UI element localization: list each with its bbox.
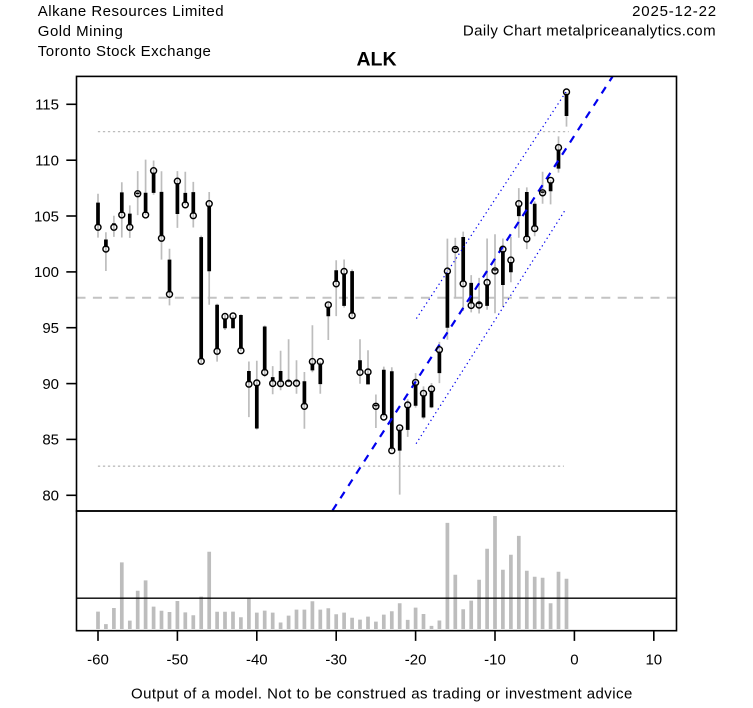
svg-text:-30: -30	[325, 651, 347, 668]
svg-text:Alkane Resources Limited: Alkane Resources Limited	[38, 3, 224, 20]
svg-text:95: 95	[42, 320, 59, 337]
svg-text:80: 80	[42, 488, 59, 505]
svg-text:-10: -10	[484, 651, 506, 668]
svg-text:110: 110	[35, 153, 59, 170]
svg-text:105: 105	[34, 208, 59, 225]
svg-text:-20: -20	[405, 651, 427, 668]
svg-text:0: 0	[570, 651, 578, 668]
svg-text:Gold Mining: Gold Mining	[38, 23, 124, 40]
svg-text:Daily Chart metalpriceanalytic: Daily Chart metalpriceanalytics.com	[463, 23, 716, 40]
svg-text:100: 100	[34, 264, 59, 281]
svg-text:10: 10	[645, 651, 662, 668]
svg-text:-60: -60	[87, 651, 109, 668]
svg-text:-40: -40	[246, 651, 268, 668]
svg-text:Output of a model. Not to be c: Output of a model. Not to be construed a…	[131, 686, 633, 703]
svg-text:ALK: ALK	[356, 49, 396, 71]
svg-text:-50: -50	[167, 651, 189, 668]
svg-text:115: 115	[35, 97, 59, 114]
svg-text:85: 85	[42, 432, 59, 449]
svg-text:Toronto Stock Exchange: Toronto Stock Exchange	[38, 43, 212, 60]
svg-text:90: 90	[42, 376, 59, 393]
svg-text:2025-12-22: 2025-12-22	[632, 3, 717, 20]
